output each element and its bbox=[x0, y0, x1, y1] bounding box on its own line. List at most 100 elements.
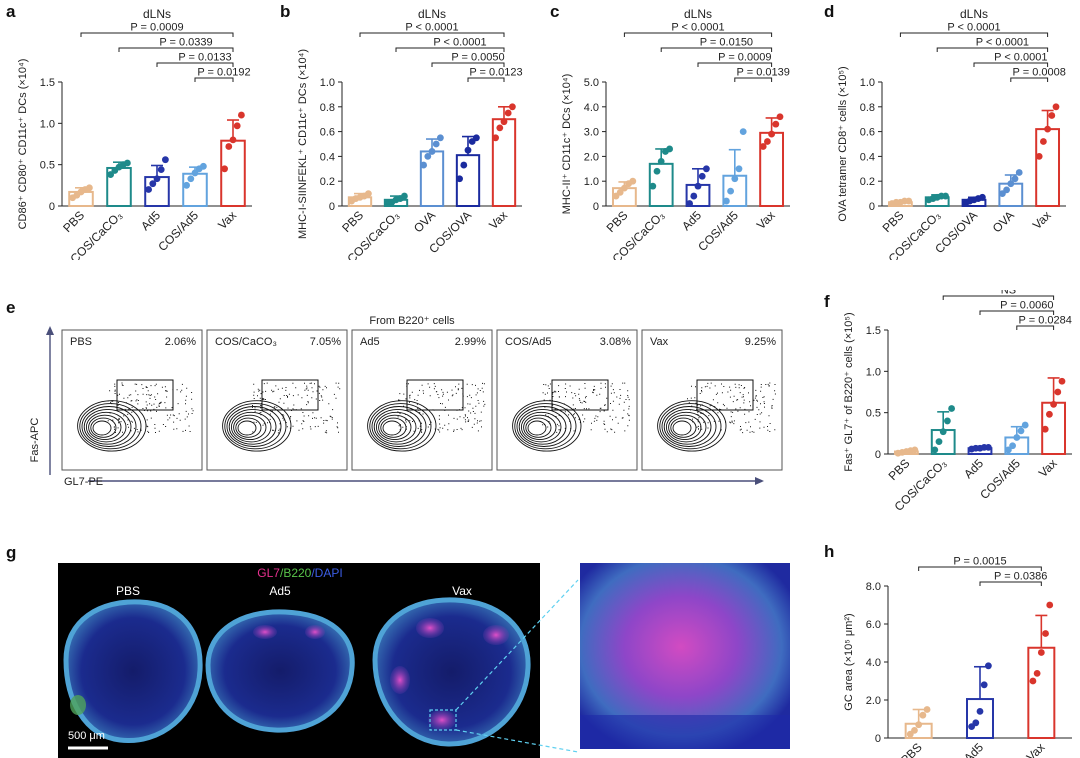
y-tick-label: 6.0 bbox=[866, 619, 881, 631]
data-point bbox=[153, 175, 161, 183]
panel-letter-h: h bbox=[824, 542, 834, 561]
flow-plot-name: Ad5 bbox=[360, 336, 380, 348]
flow-contour bbox=[88, 414, 122, 441]
data-point bbox=[690, 192, 698, 200]
y-tick-label: 1.5 bbox=[40, 77, 55, 89]
data-point bbox=[1033, 670, 1041, 677]
p-value-label: P < 0.0001 bbox=[671, 22, 724, 34]
category-label: OVA bbox=[990, 208, 1017, 235]
y-tick-label: 0.6 bbox=[860, 127, 875, 139]
flow-y-label: Fas-APC bbox=[29, 418, 41, 463]
data-point bbox=[768, 130, 775, 138]
data-point bbox=[1042, 630, 1049, 637]
y-axis-label: MHC-I-SIINFEKL⁺ CD11c⁺ DCs (×10⁴) bbox=[297, 49, 309, 239]
p-value-label: P < 0.0001 bbox=[405, 22, 458, 34]
stain-legend: GL7/B220/DAPI bbox=[257, 566, 342, 580]
flow-contour bbox=[523, 414, 557, 441]
data-point bbox=[424, 153, 432, 160]
data-point bbox=[1041, 425, 1049, 433]
flow-event-dots bbox=[687, 382, 776, 434]
bar bbox=[182, 172, 208, 207]
flow-header: From B220⁺ cells bbox=[369, 315, 455, 327]
flow-y-arrowhead bbox=[46, 326, 54, 335]
data-point bbox=[149, 180, 157, 188]
significance-bracket bbox=[1016, 325, 1055, 330]
category-label: PBS bbox=[604, 208, 631, 235]
y-tick-label: 0.5 bbox=[866, 408, 881, 420]
category-label: Vax bbox=[1024, 740, 1048, 758]
y-tick-label: 5.0 bbox=[584, 77, 599, 89]
flow-plot-name: Vax bbox=[650, 336, 669, 348]
data-point bbox=[1011, 175, 1019, 183]
p-value-label: P = 0.0192 bbox=[197, 67, 250, 79]
p-value-label: P < 0.0001 bbox=[947, 22, 1000, 34]
category-label: Ad5 bbox=[961, 456, 986, 481]
flow-plot-box bbox=[641, 329, 783, 471]
data-point bbox=[727, 187, 734, 195]
y-tick-label: 1.5 bbox=[866, 325, 881, 337]
zoom-guide-line bbox=[455, 579, 579, 711]
y-axis-label: GC area (×10⁵ μm²) bbox=[843, 613, 855, 710]
bar bbox=[1027, 646, 1056, 739]
data-point bbox=[948, 405, 955, 412]
significance-bracket bbox=[918, 566, 1042, 571]
significance-bracket bbox=[359, 32, 505, 37]
flow-plot-name: COS/Ad5 bbox=[505, 336, 551, 348]
flow-contour bbox=[375, 411, 417, 443]
flow-contour bbox=[367, 400, 437, 452]
data-point bbox=[437, 134, 444, 142]
data-point bbox=[686, 200, 693, 207]
y-tick-label: 0.4 bbox=[320, 151, 335, 163]
p-value-label: P < 0.0001 bbox=[433, 37, 486, 49]
significance-bracket bbox=[697, 62, 773, 67]
p-value-label: P = 0.0060 bbox=[1000, 300, 1053, 312]
flow-x-arrowhead bbox=[755, 477, 764, 485]
data-point bbox=[86, 184, 93, 192]
data-point bbox=[972, 719, 980, 727]
chart-b: b dLNs 0 0.2 0.4 0.6 0.8 1.0 MHC-I-SIINFEKL⁺ CD… bbox=[280, 2, 523, 260]
data-point bbox=[187, 175, 195, 183]
flow-contour bbox=[670, 417, 697, 438]
significance-bracket bbox=[623, 32, 773, 37]
panel-letter-a: a bbox=[6, 2, 16, 21]
flow-x-label: GL7-PE bbox=[64, 476, 103, 488]
flow-event-dots bbox=[542, 382, 630, 433]
germinal-center bbox=[428, 710, 456, 730]
flow-plot-box bbox=[496, 329, 638, 471]
significance-bracket bbox=[660, 47, 773, 52]
flow-event-dots bbox=[107, 382, 194, 433]
data-point bbox=[694, 182, 702, 190]
panel-letter-f: f bbox=[824, 292, 830, 311]
panel-letter-c: c bbox=[550, 2, 559, 21]
p-value-label: P = 0.0339 bbox=[159, 37, 212, 49]
p-value-label: P = 0.0009 bbox=[130, 22, 183, 34]
data-point bbox=[731, 175, 739, 183]
significance-bracket bbox=[118, 47, 234, 52]
flow-plot-name: COS/CaCO₃ bbox=[215, 336, 277, 348]
data-point bbox=[233, 122, 241, 130]
chart-title: dLNs bbox=[143, 7, 171, 21]
y-tick-label: 2.0 bbox=[866, 695, 881, 707]
data-point bbox=[420, 161, 427, 169]
p-value-label: P = 0.0050 bbox=[451, 52, 504, 64]
chart-title: dLNs bbox=[418, 7, 446, 21]
y-tick-label: 0 bbox=[869, 201, 875, 213]
significance-bracket bbox=[979, 310, 1055, 315]
data-point bbox=[1052, 103, 1060, 111]
y-tick-label: 1.0 bbox=[860, 77, 875, 89]
category-label: COS/Ad5 bbox=[695, 208, 741, 254]
y-tick-label: 0.2 bbox=[860, 176, 875, 188]
y-tick-label: 0.8 bbox=[860, 102, 875, 114]
data-point bbox=[1017, 427, 1025, 435]
lymph-node-ad5 bbox=[205, 609, 355, 733]
p-value-label: P = 0.0123 bbox=[469, 67, 522, 79]
data-point bbox=[735, 165, 743, 173]
b-cell-region bbox=[70, 695, 86, 715]
flow-panel-e: e From B220⁺ cells Fas-APC GL7-PE PBS 2.0… bbox=[6, 298, 783, 488]
data-point bbox=[979, 193, 986, 201]
flow-contour bbox=[81, 406, 137, 447]
data-point bbox=[657, 157, 665, 165]
y-axis-label: CD86⁺ CD80⁺ CD11c⁺ DCs (×10⁴) bbox=[17, 59, 29, 230]
flow-plot-box bbox=[351, 329, 493, 471]
bar bbox=[966, 698, 994, 740]
